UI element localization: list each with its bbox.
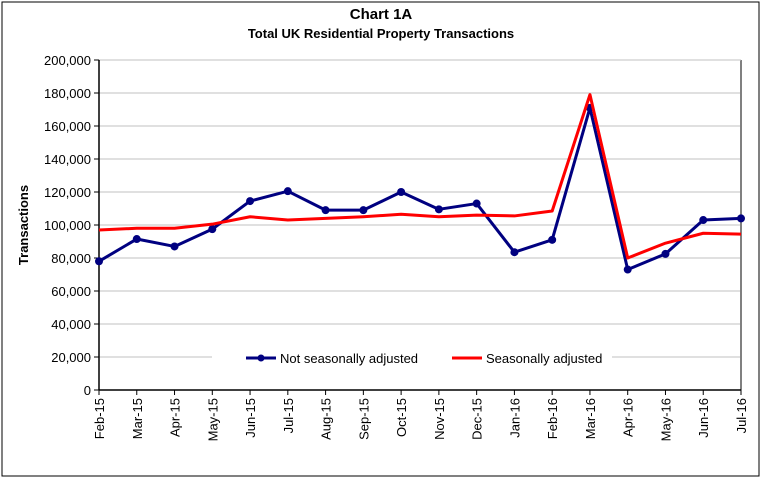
x-tick-label: Jul-16 (734, 398, 749, 433)
chart-subtitle: Total UK Residential Property Transactio… (248, 26, 514, 41)
data-point (321, 206, 330, 215)
x-tick-label: Oct-15 (394, 398, 409, 437)
x-tick-label: Nov-15 (432, 398, 447, 440)
data-point (510, 248, 519, 257)
y-tick-label: 80,000 (51, 251, 91, 266)
data-point (170, 242, 179, 251)
y-axis-label: Transactions (16, 185, 31, 265)
y-tick-label: 40,000 (51, 317, 91, 332)
x-tick-label: Jul-15 (281, 398, 296, 433)
y-tick-label: 0 (84, 383, 91, 398)
data-point (208, 225, 217, 234)
data-point (132, 235, 141, 244)
chart-title: Chart 1A (350, 6, 413, 23)
x-tick-label: Mar-15 (130, 398, 145, 439)
x-tick-label: Apr-16 (621, 398, 636, 437)
legend-label: Seasonally adjusted (486, 351, 602, 366)
y-tick-label: 20,000 (51, 350, 91, 365)
legend-marker (257, 354, 265, 362)
x-tick-label: Jun-16 (696, 398, 711, 438)
data-point (623, 265, 632, 274)
y-tick-label: 180,000 (44, 86, 91, 101)
data-point (359, 206, 368, 215)
x-tick-label: Sep-15 (356, 398, 371, 440)
data-point (661, 249, 670, 258)
x-tick-label: Feb-16 (545, 398, 560, 439)
x-tick-label: Jun-15 (243, 398, 258, 438)
x-tick-label: May-16 (658, 398, 673, 441)
y-tick-label: 100,000 (44, 218, 91, 233)
x-tick-label: Feb-15 (92, 398, 107, 439)
y-tick-label: 160,000 (44, 119, 91, 134)
x-tick-label: May-15 (205, 398, 220, 441)
series-line-not-seasonally-adjusted (98, 106, 742, 272)
y-tick-label: 140,000 (44, 152, 91, 167)
data-point (397, 188, 406, 196)
x-tick-label: Dec-15 (470, 398, 485, 440)
data-point (246, 197, 255, 206)
x-tick-label: Mar-16 (583, 398, 598, 439)
x-tick-label: Aug-15 (319, 398, 334, 440)
data-point (434, 205, 443, 214)
data-point (95, 257, 103, 266)
series-line-seasonally-adjusted (98, 93, 742, 260)
data-point (699, 216, 708, 225)
data-point (548, 235, 557, 244)
x-tick-label: Jan-16 (507, 398, 522, 438)
data-point (737, 214, 745, 223)
legend-box (212, 347, 612, 369)
data-point (472, 199, 481, 208)
y-tick-label: 60,000 (51, 284, 91, 299)
data-point (283, 187, 292, 196)
legend-label: Not seasonally adjusted (280, 351, 418, 366)
y-tick-label: 200,000 (44, 53, 91, 68)
y-tick-label: 120,000 (44, 185, 91, 200)
x-tick-label: Apr-15 (168, 398, 183, 437)
